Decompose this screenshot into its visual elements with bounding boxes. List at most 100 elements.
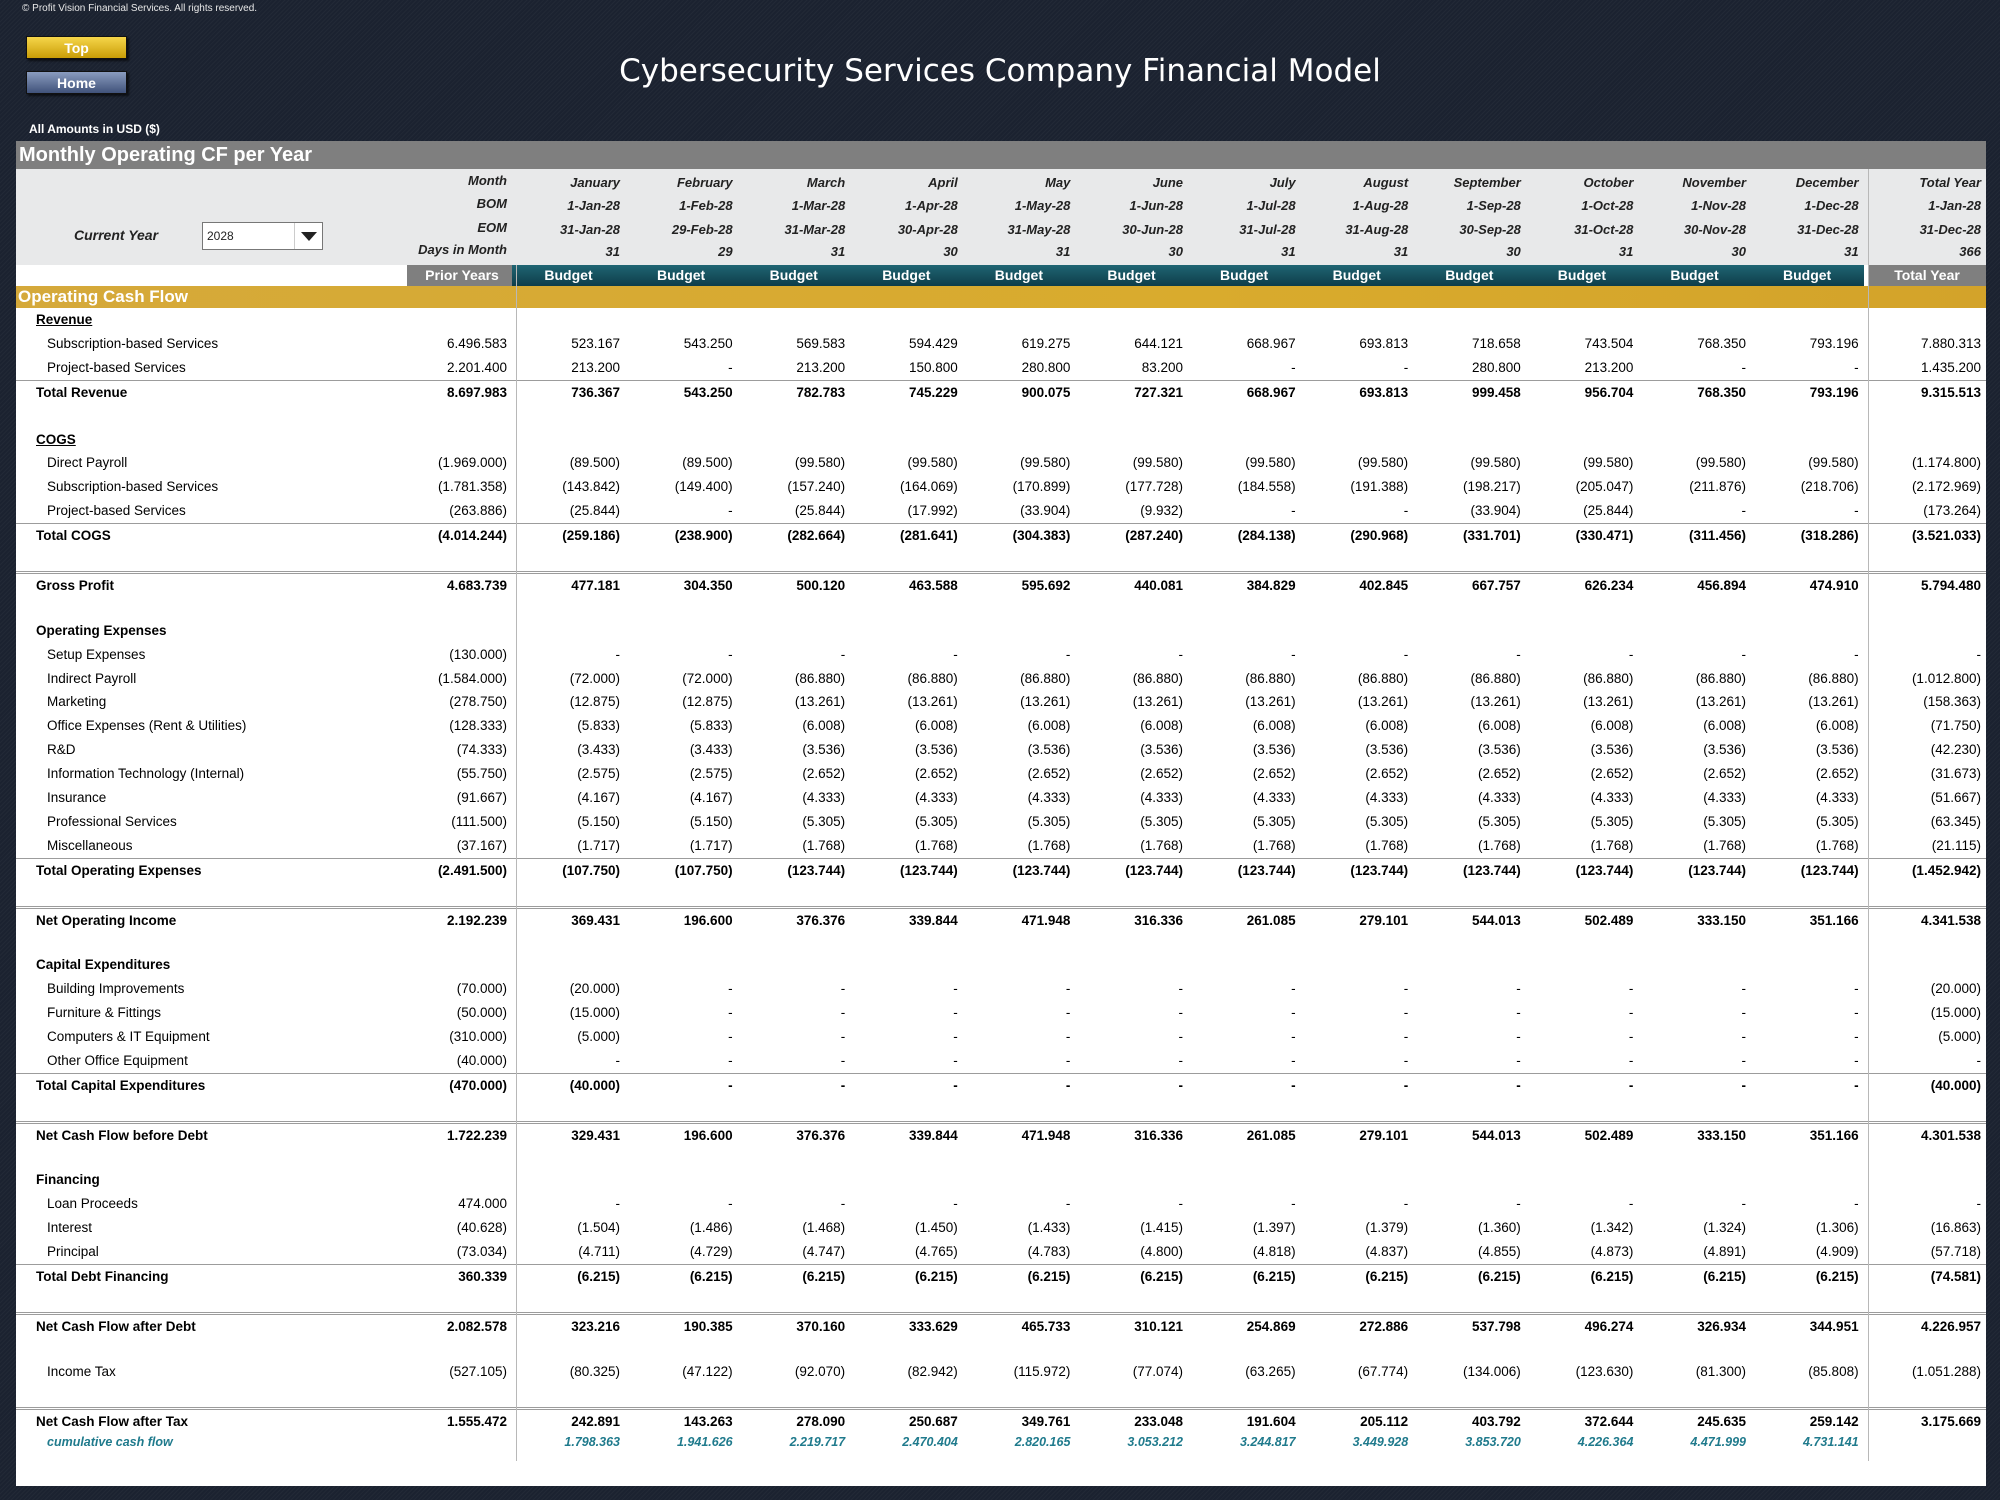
header-month-cell: 1-Mar-28	[791, 198, 846, 213]
total-year-cell: (20.000)	[1930, 981, 1981, 997]
month-cell: 250.687	[908, 1414, 958, 1430]
row-label: Marketing	[47, 694, 107, 710]
month-cell: (3.536)	[1252, 742, 1296, 758]
month-cell: -	[1516, 1052, 1521, 1068]
month-cell: 261.085	[1246, 1127, 1296, 1143]
month-cell: (6.215)	[1478, 1269, 1521, 1284]
month-cell: 213.200	[571, 359, 620, 375]
table-row: Marketing (278.750) (12.875) (12.875) (13.26…	[16, 690, 1986, 714]
top-button[interactable]: Top	[26, 36, 127, 59]
month-cell: 349.761	[1021, 1414, 1071, 1430]
month-cell: (99.580)	[907, 455, 958, 471]
header-month-cell: 30	[943, 244, 958, 259]
row-label: Building Improvements	[47, 981, 185, 997]
month-cell: -	[953, 1052, 958, 1068]
prior-years-cell: 2.201.400	[446, 359, 507, 375]
home-button[interactable]: Home	[26, 71, 127, 94]
header-month-cell: August	[1363, 175, 1409, 190]
row-label: Principal	[47, 1244, 99, 1260]
month-cell: (4.873)	[1590, 1244, 1634, 1260]
month-cell: -	[840, 1029, 846, 1044]
month-cell: (218.706)	[1800, 479, 1859, 495]
month-cell: -	[1516, 1029, 1521, 1044]
blank-row	[16, 1336, 1986, 1360]
header-month-cell: 1-May-28	[1014, 198, 1071, 213]
month-cell: 190.385	[683, 1318, 733, 1334]
prior-years-cell: (1.584.000)	[437, 670, 507, 686]
month-cell: (5.305)	[802, 813, 846, 829]
month-cell: -	[728, 1077, 733, 1093]
month-cell: (284.138)	[1237, 528, 1296, 544]
month-cell: (157.240)	[787, 479, 846, 495]
month-cell: 544.013	[1471, 1127, 1521, 1143]
month-cell: 339.844	[908, 1127, 958, 1143]
prior-years-cell: (278.750)	[449, 694, 507, 710]
total-year-cell: (5.000)	[1938, 1029, 1981, 1044]
month-cell: 316.336	[1134, 912, 1183, 928]
budget-label: Budget	[1750, 265, 1864, 286]
month-cell: (1.768)	[1590, 837, 1634, 853]
current-year-select[interactable]: 2028	[202, 222, 323, 250]
total-year-cell: 4.301.538	[1920, 1127, 1981, 1143]
month-cell: (1.306)	[1815, 1220, 1859, 1236]
month-cell: -	[953, 1005, 958, 1021]
budget-label: Budget	[1075, 265, 1188, 286]
month-cell: -	[1178, 1196, 1184, 1212]
month-cell: (205.047)	[1575, 479, 1634, 495]
month-cell: (4.333)	[1365, 790, 1409, 805]
month-cell: 329.431	[571, 1127, 620, 1143]
month-cell: 544.013	[1471, 912, 1521, 928]
row-label: Total Debt Financing	[36, 1269, 169, 1284]
month-cell: 213.200	[796, 359, 846, 375]
month-cell: (287.240)	[1125, 528, 1183, 544]
header-month-cell: May	[1045, 175, 1071, 190]
month-cell: -	[1178, 1077, 1184, 1093]
month-cell: 569.583	[796, 335, 846, 351]
month-cell: 242.891	[571, 1414, 620, 1430]
month-cell: (1.768)	[1703, 837, 1746, 853]
month-cell: (4.729)	[689, 1244, 733, 1260]
month-cell: (304.383)	[1012, 528, 1071, 544]
month-cell: (4.167)	[577, 790, 620, 805]
blank-row	[16, 1145, 1986, 1169]
header-month-cell: 1-Feb-28	[679, 198, 733, 213]
month-cell: (2.652)	[1027, 766, 1071, 782]
month-cell: (4.909)	[1815, 1244, 1859, 1260]
chevron-down-icon[interactable]	[294, 223, 322, 249]
month-cell: (4.747)	[802, 1244, 846, 1260]
month-cell: (72.000)	[682, 670, 733, 686]
month-cell: (4.333)	[802, 790, 846, 805]
month-cell: (107.750)	[674, 862, 733, 878]
month-cell: (82.942)	[907, 1363, 958, 1379]
month-cell: -	[1741, 503, 1747, 519]
month-cell: (2.652)	[1140, 766, 1183, 782]
row-label: COGS	[36, 431, 76, 447]
month-cell: (6.215)	[802, 1269, 846, 1284]
month-cell: -	[728, 359, 733, 375]
column-divider	[516, 265, 517, 1461]
month-cell: -	[953, 981, 958, 997]
month-cell: -	[1065, 1052, 1071, 1068]
total-year-cell: (1.452.942)	[1911, 862, 1981, 878]
month-cell: -	[840, 981, 846, 997]
month-cell: (1.768)	[915, 837, 958, 853]
header-month-cell: 29	[718, 244, 733, 259]
month-cell: (2.652)	[1252, 766, 1296, 782]
blank-row	[16, 1384, 1986, 1408]
month-cell: 727.321	[1134, 384, 1183, 400]
month-cell: 999.458	[1471, 384, 1521, 400]
header-month-cell: 366	[1959, 244, 1981, 259]
month-cell: (330.471)	[1575, 528, 1634, 544]
month-cell: -	[1403, 503, 1409, 519]
row-label: Capital Expenditures	[36, 957, 171, 973]
month-cell: (318.286)	[1800, 528, 1859, 544]
month-cell: (13.261)	[1695, 694, 1746, 710]
budget-label: Budget	[624, 265, 738, 286]
total-year-cell: (1.174.800)	[1911, 455, 1981, 471]
row-label: Furniture & Fittings	[47, 1005, 162, 1021]
month-cell: (12.875)	[682, 694, 733, 710]
month-cell: 793.196	[1809, 335, 1859, 351]
month-cell: 693.813	[1359, 335, 1409, 351]
row-label: Net Cash Flow after Debt	[36, 1318, 196, 1334]
table-row: Miscellaneous (37.167) (1.717) (1.717) (1.76…	[16, 834, 1986, 858]
